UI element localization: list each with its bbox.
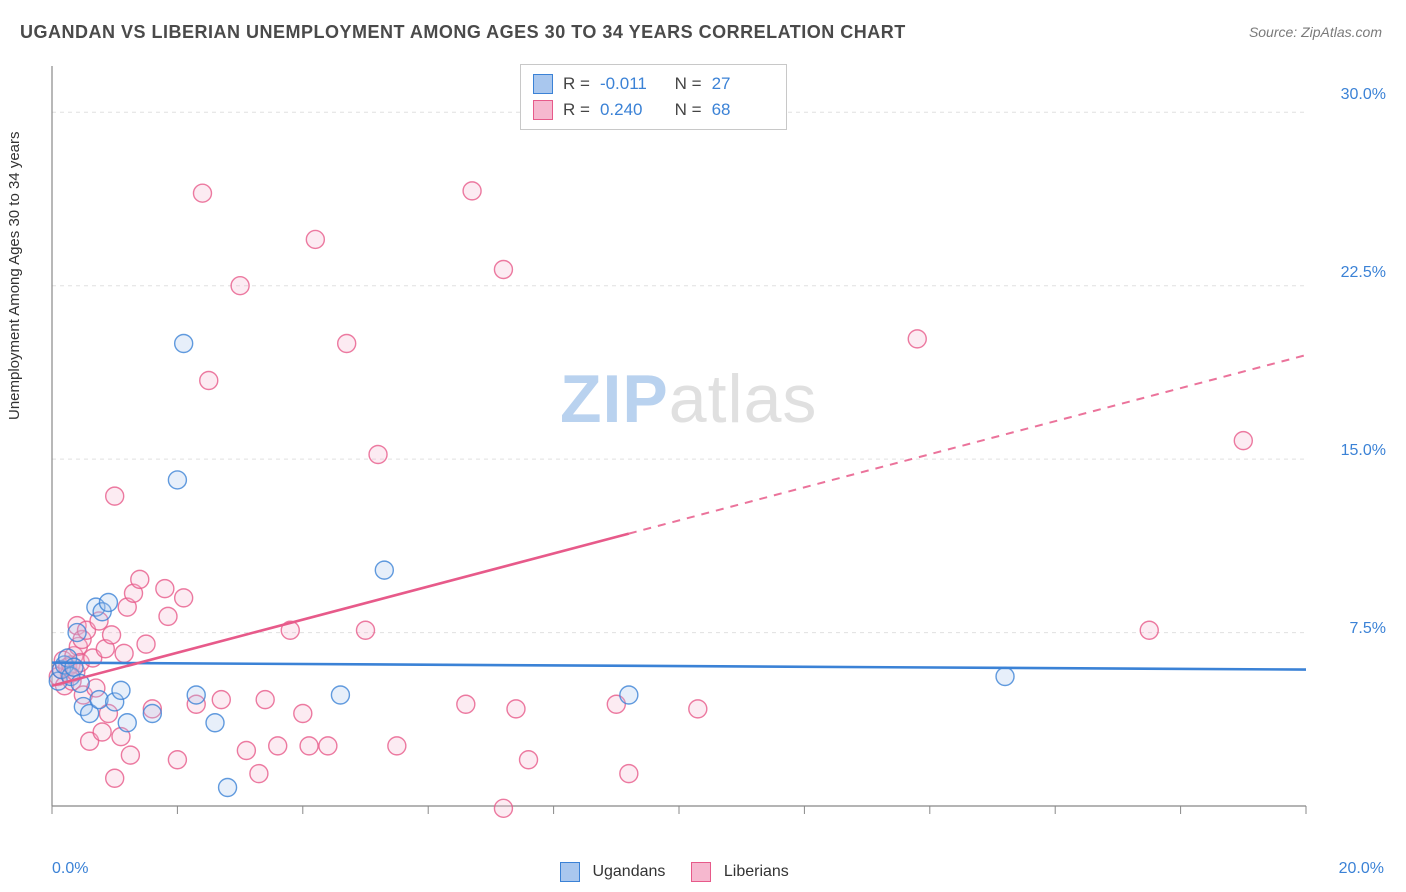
stats-r-value-ugandans: -0.011	[600, 71, 660, 97]
legend-label: Ugandans	[592, 863, 665, 880]
stats-n-value-ugandans: 27	[712, 71, 772, 97]
stats-row-liberians: R = 0.240 N = 68	[533, 97, 772, 123]
source-label: Source: ZipAtlas.com	[1249, 24, 1382, 40]
swatch-ugandans-icon	[560, 862, 580, 882]
y-tick-label: 30.0%	[1341, 86, 1386, 104]
y-tick-label: 15.0%	[1341, 442, 1386, 460]
stats-legend-box: R = -0.011 N = 27 R = 0.240 N = 68	[520, 64, 787, 130]
stats-r-value-liberians: 0.240	[600, 97, 660, 123]
legend-bottom: Ugandans Liberians	[560, 862, 789, 882]
y-tick-label: 22.5%	[1341, 264, 1386, 282]
swatch-ugandans-icon	[533, 74, 553, 94]
chart-svg	[46, 64, 1356, 824]
stats-n-label: N =	[670, 97, 702, 123]
swatch-liberians-icon	[691, 862, 711, 882]
stats-row-ugandans: R = -0.011 N = 27	[533, 71, 772, 97]
legend-item-ugandans: Ugandans	[560, 862, 665, 882]
chart-title: UGANDAN VS LIBERIAN UNEMPLOYMENT AMONG A…	[20, 22, 906, 43]
legend-label: Liberians	[724, 863, 789, 880]
x-tick-label-max: 20.0%	[1339, 860, 1384, 878]
legend-item-liberians: Liberians	[691, 862, 788, 882]
y-axis-label: Unemployment Among Ages 30 to 34 years	[6, 131, 23, 420]
y-tick-label: 7.5%	[1350, 620, 1386, 638]
stats-n-value-liberians: 68	[712, 97, 772, 123]
chart-plot: R = -0.011 N = 27 R = 0.240 N = 68	[46, 64, 1356, 824]
stats-n-label: N =	[670, 71, 702, 97]
stats-r-label: R =	[563, 97, 590, 123]
x-tick-label-min: 0.0%	[52, 860, 88, 878]
swatch-liberians-icon	[533, 100, 553, 120]
stats-r-label: R =	[563, 71, 590, 97]
